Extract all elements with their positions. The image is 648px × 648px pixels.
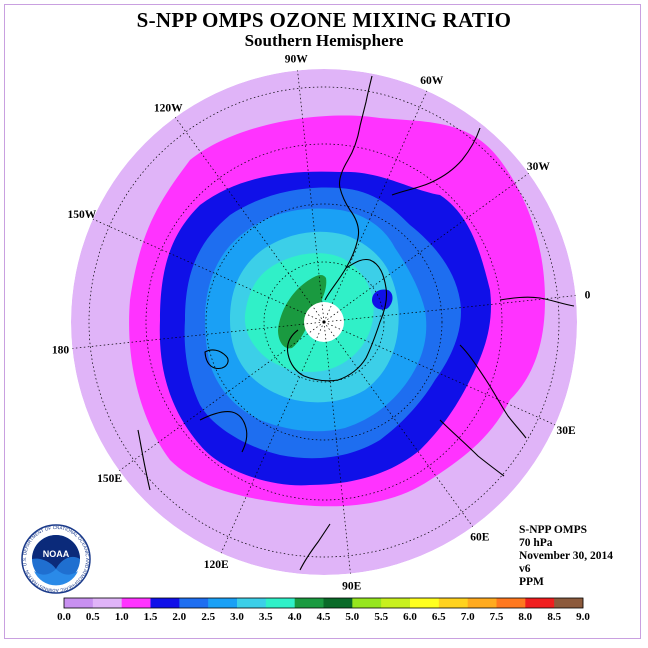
info-version: v6 [519, 563, 531, 575]
longitude-label: 90W [285, 54, 309, 66]
latitude-circle [205, 203, 443, 441]
band-1-5-patch [372, 289, 393, 310]
coastlines [137, 75, 575, 571]
longitude-label: 120E [204, 559, 229, 571]
info-date: November 30, 2014 [519, 550, 614, 562]
graticule [72, 70, 576, 574]
info-pressure: 70 hPa [519, 537, 553, 549]
longitude-label: 0 [585, 289, 591, 301]
longitude-label: 180 [52, 345, 70, 357]
map-title: S-NPP OMPS OZONE MIXING RATIO [136, 8, 512, 32]
latitude-circle [263, 261, 385, 383]
info-units: PPM [519, 576, 544, 588]
band-4-0 [278, 275, 327, 349]
noaa-logo: NOAA NATIONAL OCEANIC AND ATMOSPHERIC AD… [20, 523, 91, 594]
info-instrument: S-NPP OMPS [519, 524, 588, 536]
latitude-circle [145, 143, 503, 501]
figure-frame [4, 4, 641, 639]
map-subtitle: Southern Hemisphere [244, 31, 404, 50]
band-2-5-patch [314, 405, 343, 422]
longitude-labels: 90W 60W 30W 0 30E 60E 90E 120E 150E 180 150W 120W [52, 54, 591, 593]
longitude-label: 30E [557, 425, 577, 437]
longitude-label: 30W [527, 161, 551, 173]
longitude-label: 60E [470, 531, 490, 543]
noaa-logo-text: NOAA [43, 549, 70, 559]
longitude-label: 150E [97, 473, 122, 485]
longitude-label: 150W [68, 209, 97, 221]
longitude-label: 90E [342, 581, 362, 593]
longitude-label: 60W [420, 75, 444, 87]
longitude-label: 120W [154, 103, 183, 115]
latitude-circle [88, 86, 560, 558]
